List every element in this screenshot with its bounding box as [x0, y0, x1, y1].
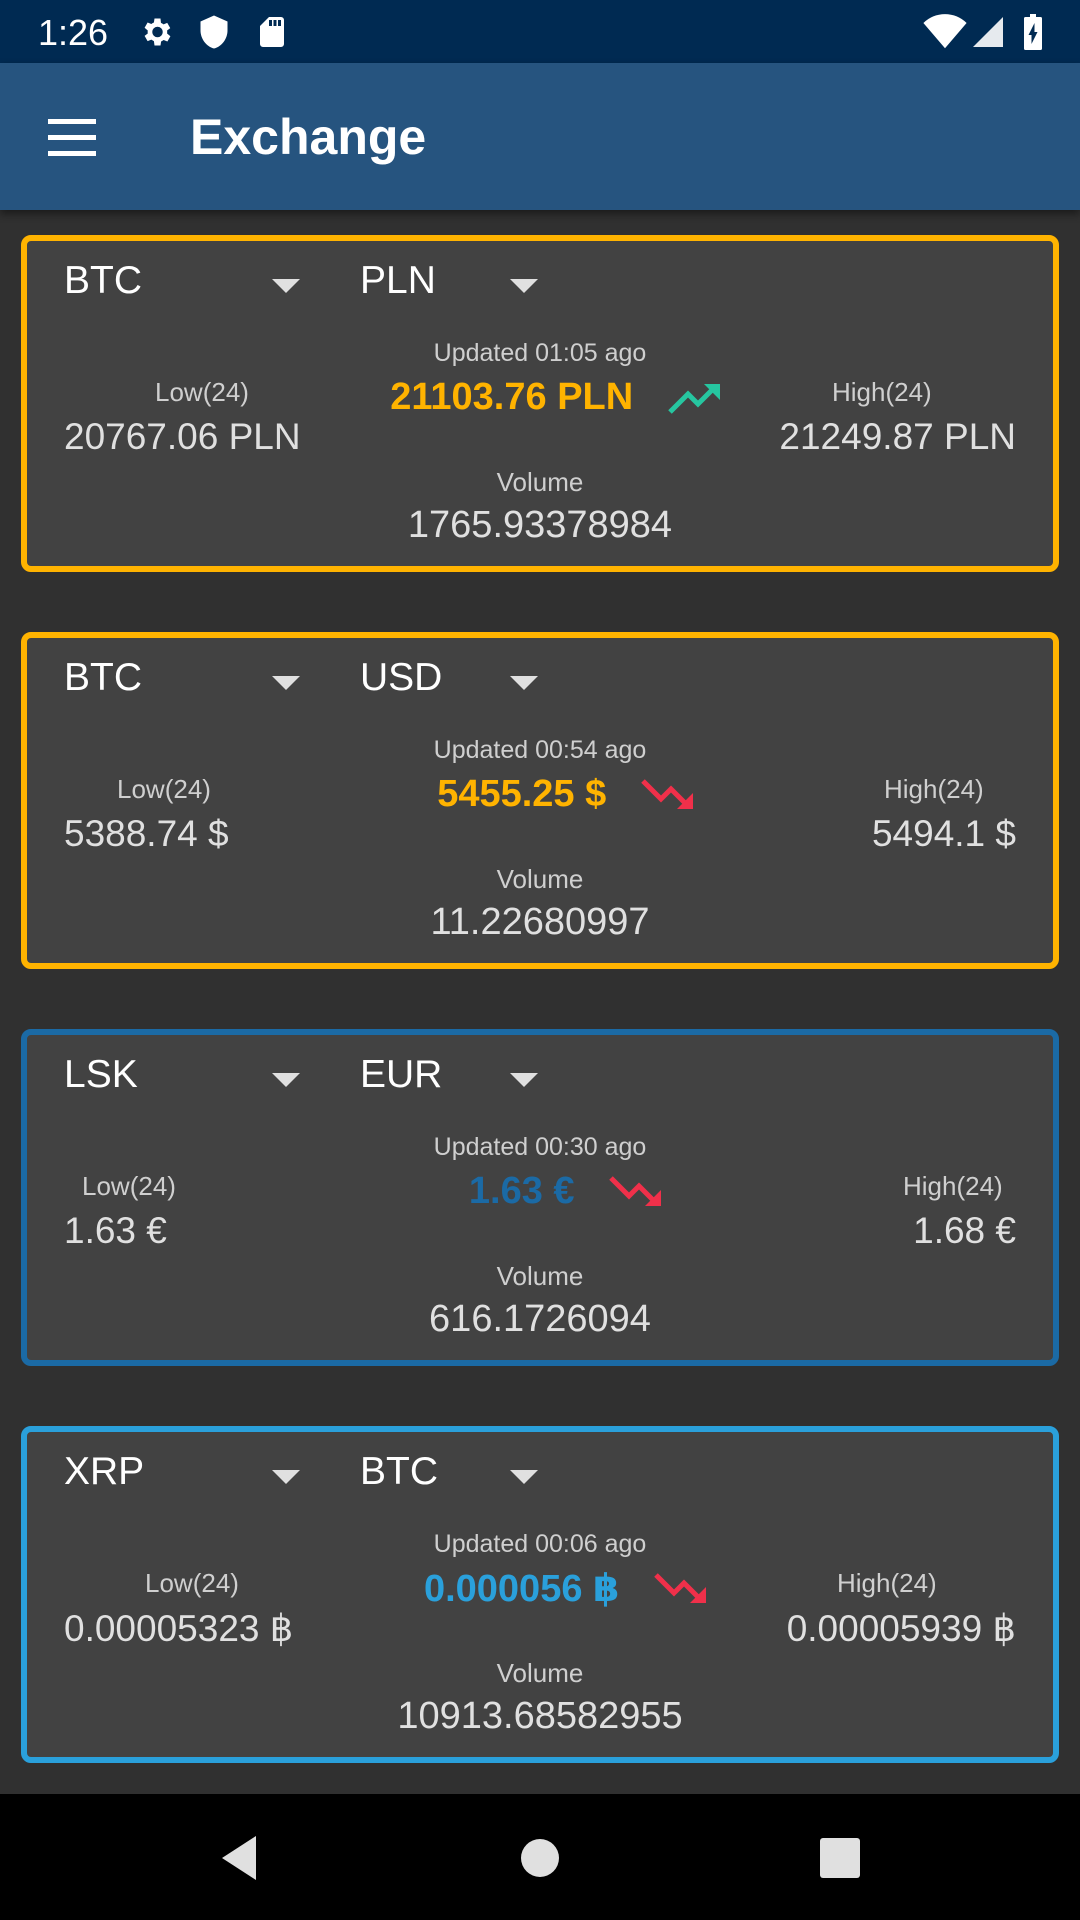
updated-time: Updated 00:06 ago — [433, 1530, 647, 1558]
status-bar: 1:26 — [0, 0, 1080, 63]
trending-down-icon — [609, 1176, 662, 1206]
app-bar: Exchange — [0, 63, 1080, 210]
current-price: 1.63 € — [468, 1170, 575, 1213]
price-row: 21103.76 PLN — [27, 375, 1053, 419]
updated-time: Updated 00:54 ago — [433, 736, 647, 764]
trending-down-icon — [654, 1573, 707, 1603]
dropdown-arrow-icon — [510, 279, 538, 293]
high-value: 1.68 € — [913, 1210, 1016, 1251]
exchange-card-xrp-btc: XRP BTC Updated 00:06 ago 0.000056 ฿ Low… — [21, 1426, 1059, 1763]
quote-currency-label: BTC — [360, 1450, 438, 1493]
dropdown-arrow-icon — [510, 676, 538, 690]
volume-value: 10913.68582955 — [397, 1695, 683, 1737]
updated-time: Updated 01:05 ago — [433, 339, 647, 367]
price-row: 1.63 € — [27, 1169, 1053, 1213]
quote-currency-label: PLN — [360, 259, 436, 302]
settings-icon — [144, 18, 171, 46]
status-time: 1:26 — [38, 12, 109, 53]
volume-label: Volume — [496, 864, 584, 894]
navigation-bar — [0, 1794, 1080, 1920]
updated-time: Updated 00:30 ago — [433, 1133, 647, 1161]
quote-currency-label: USD — [360, 656, 443, 699]
low-label: Low(24) — [155, 377, 249, 407]
high-label: High(24) — [832, 377, 932, 407]
signal-icon — [973, 17, 1003, 47]
volume-value: 616.1726094 — [429, 1298, 651, 1340]
shield-icon — [200, 15, 228, 49]
low-value: 20767.06 PLN — [64, 416, 301, 457]
home-icon[interactable] — [512, 1830, 568, 1886]
low-label: Low(24) — [145, 1568, 239, 1598]
exchange-card-lsk-eur: LSK EUR Updated 00:30 ago 1.63 € Low(24)… — [21, 1029, 1059, 1366]
base-currency-dropdown[interactable]: BTC — [64, 656, 304, 716]
base-currency-label: LSK — [64, 1053, 138, 1096]
recents-icon[interactable] — [812, 1830, 868, 1886]
quote-currency-dropdown[interactable]: EUR — [360, 1053, 560, 1113]
quote-currency-dropdown[interactable]: USD — [360, 656, 560, 716]
volume-value: 1765.93378984 — [407, 504, 673, 546]
base-currency-dropdown[interactable]: XRP — [64, 1450, 304, 1510]
high-label: High(24) — [837, 1568, 937, 1598]
quote-currency-label: EUR — [360, 1053, 443, 1096]
low-value: 0.00005323 ฿ — [64, 1608, 294, 1649]
dropdown-arrow-icon — [272, 1073, 300, 1087]
high-label: High(24) — [903, 1171, 1003, 1201]
base-currency-label: XRP — [64, 1450, 145, 1493]
hamburger-menu-icon[interactable] — [40, 111, 104, 163]
volume-label: Volume — [496, 1261, 584, 1291]
low-value: 5388.74 $ — [64, 813, 229, 854]
low-value: 1.63 € — [64, 1210, 167, 1251]
current-price: 0.000056 ฿ — [423, 1568, 620, 1611]
high-value: 0.00005939 ฿ — [786, 1608, 1016, 1649]
exchange-card-btc-pln: BTC PLN Updated 01:05 ago 21103.76 PLN L… — [21, 235, 1059, 572]
back-icon[interactable] — [212, 1830, 268, 1886]
volume-label: Volume — [496, 467, 584, 497]
dropdown-arrow-icon — [272, 279, 300, 293]
dropdown-arrow-icon — [510, 1470, 538, 1484]
trending-down-icon — [641, 779, 693, 809]
trending-up-icon — [667, 383, 720, 414]
dropdown-arrow-icon — [272, 676, 300, 690]
low-label: Low(24) — [117, 774, 211, 804]
base-currency-label: BTC — [64, 259, 142, 302]
current-price: 21103.76 PLN — [390, 376, 634, 419]
base-currency-dropdown[interactable]: BTC — [64, 259, 304, 319]
base-currency-dropdown[interactable]: LSK — [64, 1053, 304, 1113]
price-row: 5455.25 $ — [27, 772, 1053, 816]
dropdown-arrow-icon — [272, 1470, 300, 1484]
dropdown-arrow-icon — [510, 1073, 538, 1087]
base-currency-label: BTC — [64, 656, 142, 699]
page-title: Exchange — [190, 109, 427, 165]
low-label: Low(24) — [82, 1171, 176, 1201]
volume-label: Volume — [496, 1658, 584, 1688]
price-row: 0.000056 ฿ — [27, 1566, 1053, 1611]
quote-currency-dropdown[interactable]: PLN — [360, 259, 560, 319]
current-price: 5455.25 $ — [437, 773, 607, 816]
volume-value: 11.22680997 — [430, 901, 650, 943]
wifi-icon — [923, 14, 967, 49]
high-value: 21249.87 PLN — [779, 416, 1016, 457]
sd-card-icon — [260, 17, 284, 47]
high-label: High(24) — [884, 774, 984, 804]
quote-currency-dropdown[interactable]: BTC — [360, 1450, 560, 1510]
high-value: 5494.1 $ — [871, 813, 1016, 854]
battery-icon — [1024, 14, 1042, 50]
exchange-card-btc-usd: BTC USD Updated 00:54 ago 5455.25 $ Low(… — [21, 632, 1059, 969]
